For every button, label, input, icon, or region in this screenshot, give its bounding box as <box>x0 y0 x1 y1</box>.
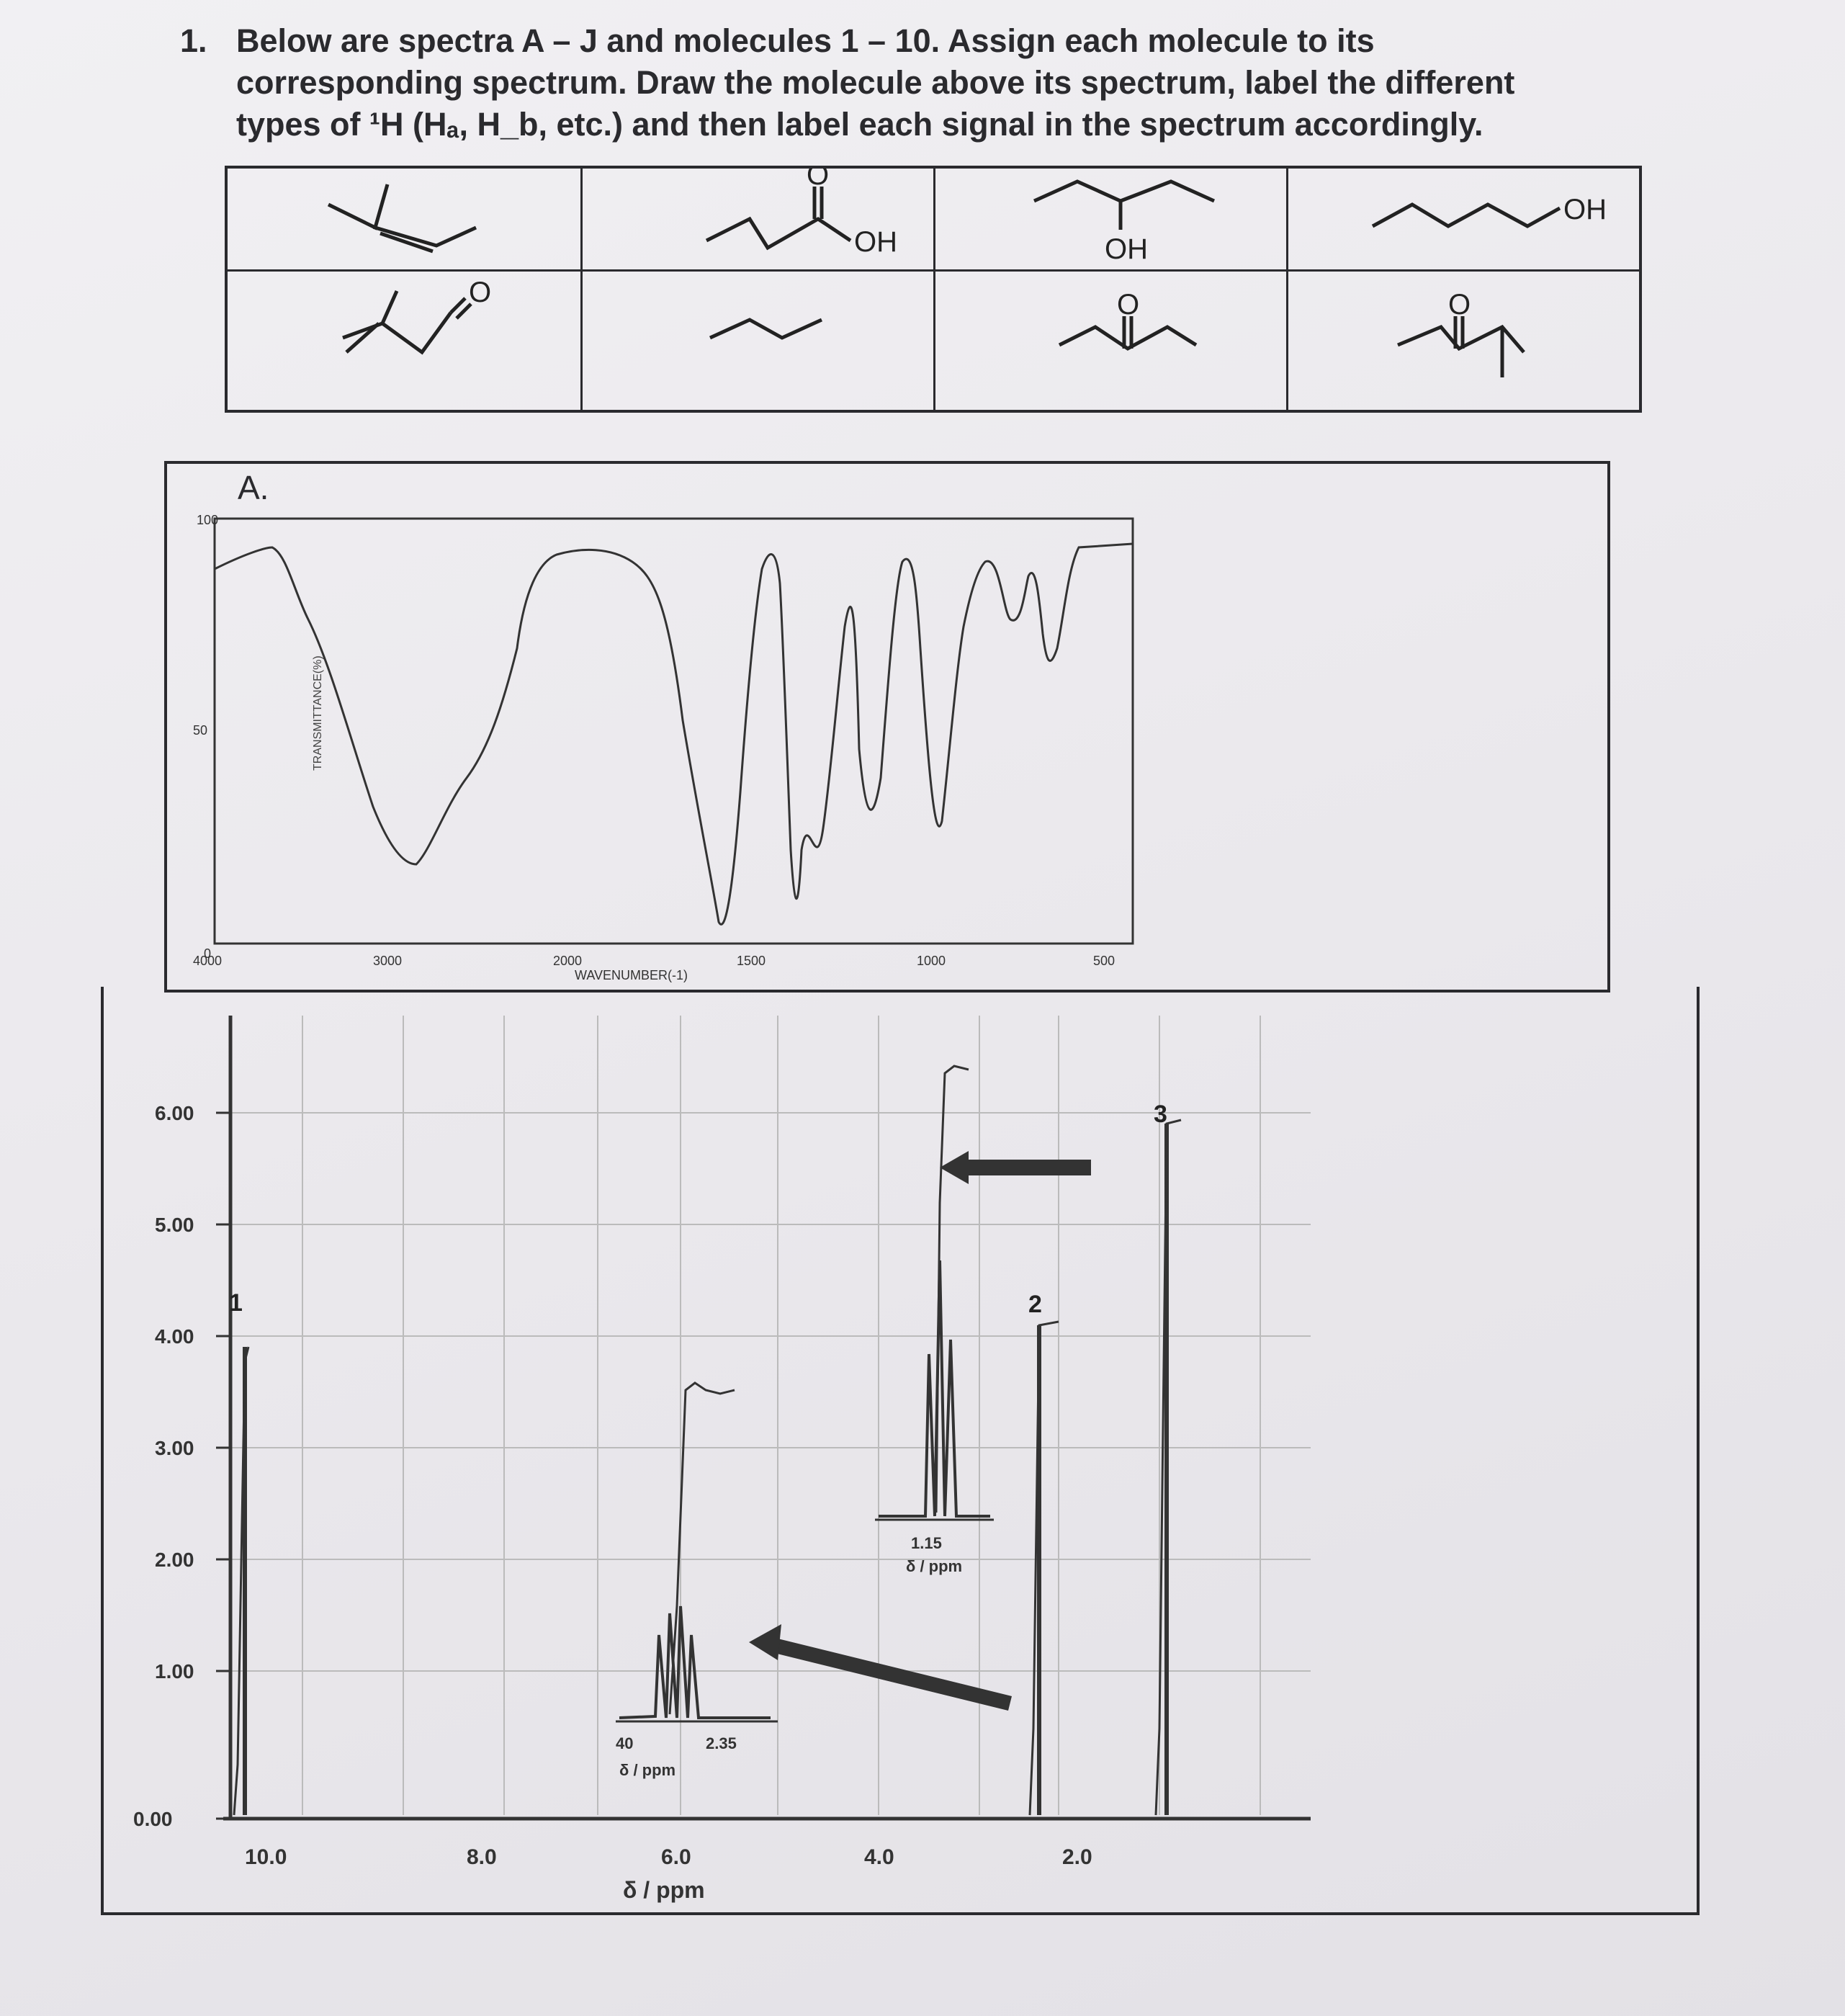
ir-xtick: 1000 <box>917 954 946 968</box>
hydroxyl-label: OH <box>854 226 897 258</box>
integration-label: 1 <box>229 1289 243 1317</box>
molecule-cell-8: O <box>1286 269 1639 410</box>
spectrum-label: A. <box>238 469 269 506</box>
nmr-xtick: 4.0 <box>864 1845 894 1869</box>
molecule-structure-2: O OH <box>705 169 897 258</box>
molecule-structure-3: OH <box>1033 179 1216 265</box>
nmr-grid <box>230 1016 1311 1815</box>
inset-label: δ / ppm <box>906 1557 962 1575</box>
molecule-cell-7: O <box>933 269 1288 410</box>
molecule-structure-6 <box>709 318 823 340</box>
ir-trace <box>214 542 1134 926</box>
nmr-inset-1: 40 2.35 δ / ppm <box>616 1381 778 1779</box>
ir-ytick: 50 <box>193 723 207 738</box>
nmr-ytick: 3.00 <box>155 1437 194 1459</box>
integration-trace <box>1028 1320 1059 1816</box>
molecule-cell-6 <box>580 269 935 410</box>
ir-ytick: 100 <box>197 513 218 527</box>
nmr-frame <box>101 987 1700 1915</box>
nmr-ytick: 1.00 <box>155 1660 194 1683</box>
nmr-ytick: 5.00 <box>155 1214 194 1236</box>
molecule-cell-4: OH <box>1286 169 1639 272</box>
hydroxyl-label: OH <box>1563 194 1607 225</box>
inset-tick: 1.15 <box>911 1534 942 1552</box>
molecule-structure-1 <box>327 184 477 254</box>
molecule-table: O OH OH OH O <box>225 166 1642 413</box>
ir-xtick: 4000 <box>193 954 222 968</box>
ir-ytick: 0 <box>204 946 211 961</box>
integration-label: 3 <box>1154 1101 1167 1128</box>
molecule-cell-1 <box>228 169 583 272</box>
molecule-cell-3: OH <box>933 169 1288 272</box>
nmr-ytick: 4.00 <box>155 1325 194 1348</box>
molecule-structure-8: O <box>1397 289 1525 377</box>
nmr-ytick: 2.00 <box>155 1549 194 1571</box>
hydroxyl-label: OH <box>1105 233 1148 265</box>
integration-trace <box>233 1346 250 1816</box>
ir-xlabel: WAVENUMBER(-1) <box>575 968 688 982</box>
nmr-xtick: 2.0 <box>1062 1845 1092 1869</box>
molecule-structure-5: O <box>342 277 491 355</box>
carbonyl-o-label: O <box>1117 289 1139 321</box>
integration-trace <box>1154 1119 1182 1816</box>
question-text: Below are spectra A – J and molecules 1 … <box>236 22 1515 143</box>
carbonyl-o-label: O <box>469 277 491 308</box>
carbonyl-o-label: O <box>807 169 829 191</box>
nmr-xtick: 10.0 <box>245 1845 287 1869</box>
ir-xtick: 1500 <box>737 954 766 968</box>
inset-multiplet <box>619 1605 771 1719</box>
inset-tick: 2.35 <box>706 1734 737 1752</box>
nmr-xlabel: δ / ppm <box>623 1877 705 1903</box>
nmr-ytick: 0.00 <box>133 1808 173 1830</box>
ir-spectrum: TRANSMITTANCE(%) 100 50 0 4000 3000 2000… <box>193 513 1134 982</box>
inset-integration <box>668 1381 735 1715</box>
nmr-xtick: 6.0 <box>661 1845 691 1869</box>
molecule-cell-5: O <box>228 269 583 410</box>
nmr-xtick: 8.0 <box>467 1845 497 1869</box>
carbonyl-o-label: O <box>1448 289 1471 321</box>
ir-ylabel: TRANSMITTANCE(%) <box>312 655 324 771</box>
inset-label: δ / ppm <box>619 1761 675 1779</box>
integration-label: 2 <box>1028 1291 1042 1318</box>
nmr-ytick: 6.00 <box>155 1102 194 1124</box>
arrow-to-inset-1 <box>749 1624 1012 1711</box>
nmr-inset-2: 1.15 δ / ppm <box>875 1065 994 1575</box>
ir-xtick: 3000 <box>373 954 402 968</box>
ir-xtick: 500 <box>1093 954 1115 968</box>
question-number: 1. <box>180 22 207 59</box>
inset-tick: 40 <box>616 1734 633 1752</box>
nmr-spectrum: 6.00 5.00 4.00 3.00 2.00 1.00 0.00 10.0 … <box>133 1016 1311 1903</box>
spectrum-a-frame <box>164 461 1610 993</box>
arrow-to-inset-2 <box>940 1151 1091 1184</box>
ir-xtick: 2000 <box>553 954 582 968</box>
molecule-structure-7: O <box>1058 289 1198 351</box>
molecule-cell-2: O OH <box>580 169 935 272</box>
inset-integration <box>935 1065 969 1513</box>
molecule-structure-4: OH <box>1371 194 1607 228</box>
inset-multiplet <box>879 1260 990 1518</box>
ir-plot-area <box>213 517 1134 945</box>
